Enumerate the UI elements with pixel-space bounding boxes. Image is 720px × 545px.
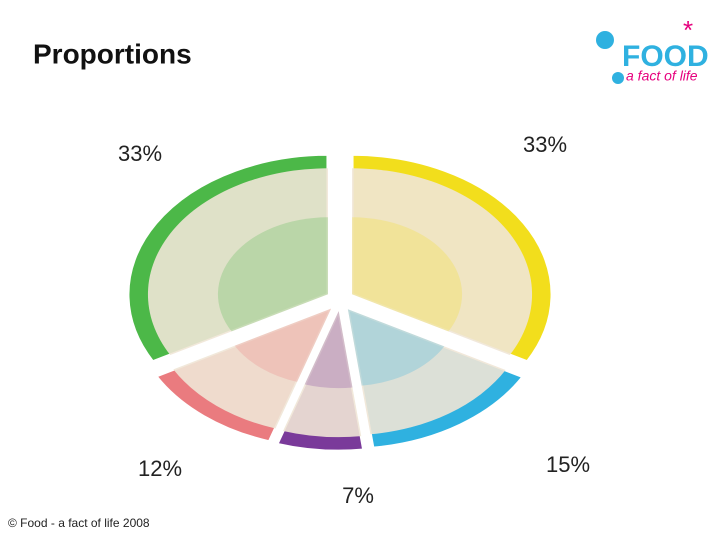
slice-food-shade: [234, 308, 332, 382]
slice-food: [283, 311, 362, 438]
footer: © Food - a fact of life 2008: [8, 516, 150, 530]
slice-food-shade: [347, 309, 445, 386]
data-label: 15%: [546, 452, 590, 477]
slice-food: [147, 168, 328, 355]
pie: [126, 152, 554, 453]
data-label: 7%: [342, 483, 374, 508]
chart-title: Proportions: [33, 38, 192, 69]
logo-splash: [596, 31, 614, 49]
logo-tagline: a fact of life: [626, 68, 698, 84]
logo-splash: [612, 72, 624, 84]
data-label: 12%: [138, 456, 182, 481]
slice-food: [173, 308, 332, 429]
slice-food: [347, 309, 506, 435]
logo-star: *: [683, 15, 693, 45]
data-label: 33%: [523, 132, 567, 157]
slice-food-shade: [304, 311, 353, 389]
slice-food-shade: [217, 217, 328, 332]
logo-name: FOOD: [622, 40, 709, 73]
slice-food-shade: [352, 217, 463, 332]
data-label: 33%: [118, 141, 162, 166]
logo: * FOOD a fact of life: [596, 15, 709, 84]
slice-food: [352, 168, 533, 355]
